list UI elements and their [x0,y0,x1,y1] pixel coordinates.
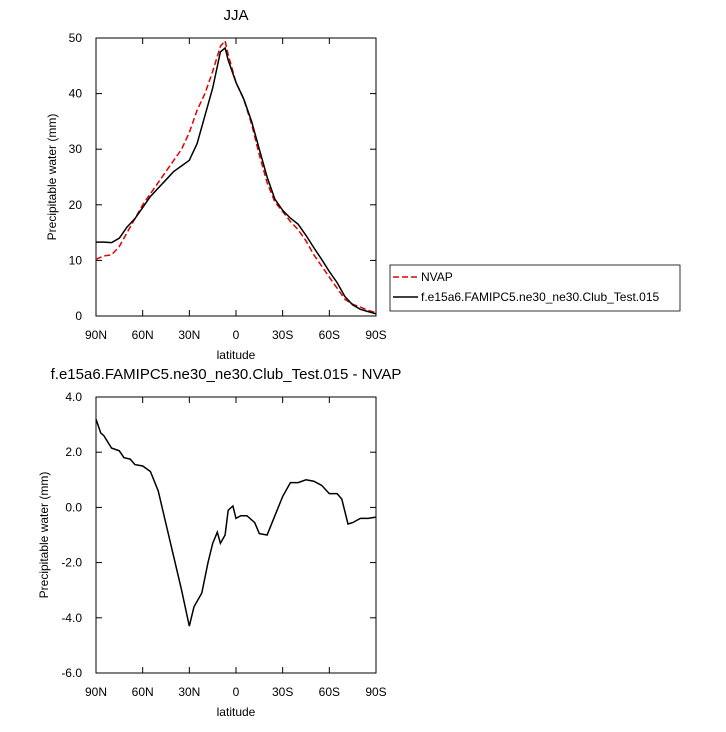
x-tick-label: 90S [365,328,386,342]
x-tick-label: 0 [233,328,240,342]
x-tick-label: 90N [85,328,107,342]
x-tick-label: 30N [178,685,200,699]
data-line [96,46,377,315]
y-axis-label: Precipitable water (mm) [37,472,51,599]
y-tick-label: 0 [75,309,82,323]
chart-title: f.e15a6.FAMIPC5.ne30_ne30.Club_Test.015 … [51,366,402,383]
y-tick-label: -6.0 [61,666,82,680]
x-tick-label: 30S [272,685,293,699]
x-axis-label: latitude [217,705,256,719]
data-line [95,418,377,627]
x-tick-label: 30S [272,328,293,342]
y-tick-label: 20 [69,198,83,212]
y-tick-label: 30 [69,142,83,156]
y-axis-label: Precipitable water (mm) [45,114,59,241]
y-tick-label: -4.0 [61,611,82,625]
x-axis-label: latitude [217,348,256,362]
legend-label: NVAP [421,270,453,284]
y-tick-label: -2.0 [61,556,82,570]
x-tick-label: 0 [233,685,240,699]
x-tick-label: 60N [132,328,154,342]
data-line [95,39,377,314]
x-tick-label: 30N [178,328,200,342]
y-tick-label: 50 [69,31,83,45]
x-tick-label: 60S [319,328,340,342]
x-tick-label: 60N [132,685,154,699]
x-tick-label: 60S [319,685,340,699]
x-tick-label: 90S [365,685,386,699]
x-tick-label: 90N [85,685,107,699]
y-tick-label: 10 [69,253,83,267]
y-tick-label: 4.0 [65,390,82,404]
legend-label: f.e15a6.FAMIPC5.ne30_ne30.Club_Test.015 [421,290,659,304]
y-tick-label: 0.0 [65,500,82,514]
y-tick-label: 40 [69,87,83,101]
chart-title: JJA [223,7,248,24]
y-tick-label: 2.0 [65,445,82,459]
legend-box [389,264,681,312]
